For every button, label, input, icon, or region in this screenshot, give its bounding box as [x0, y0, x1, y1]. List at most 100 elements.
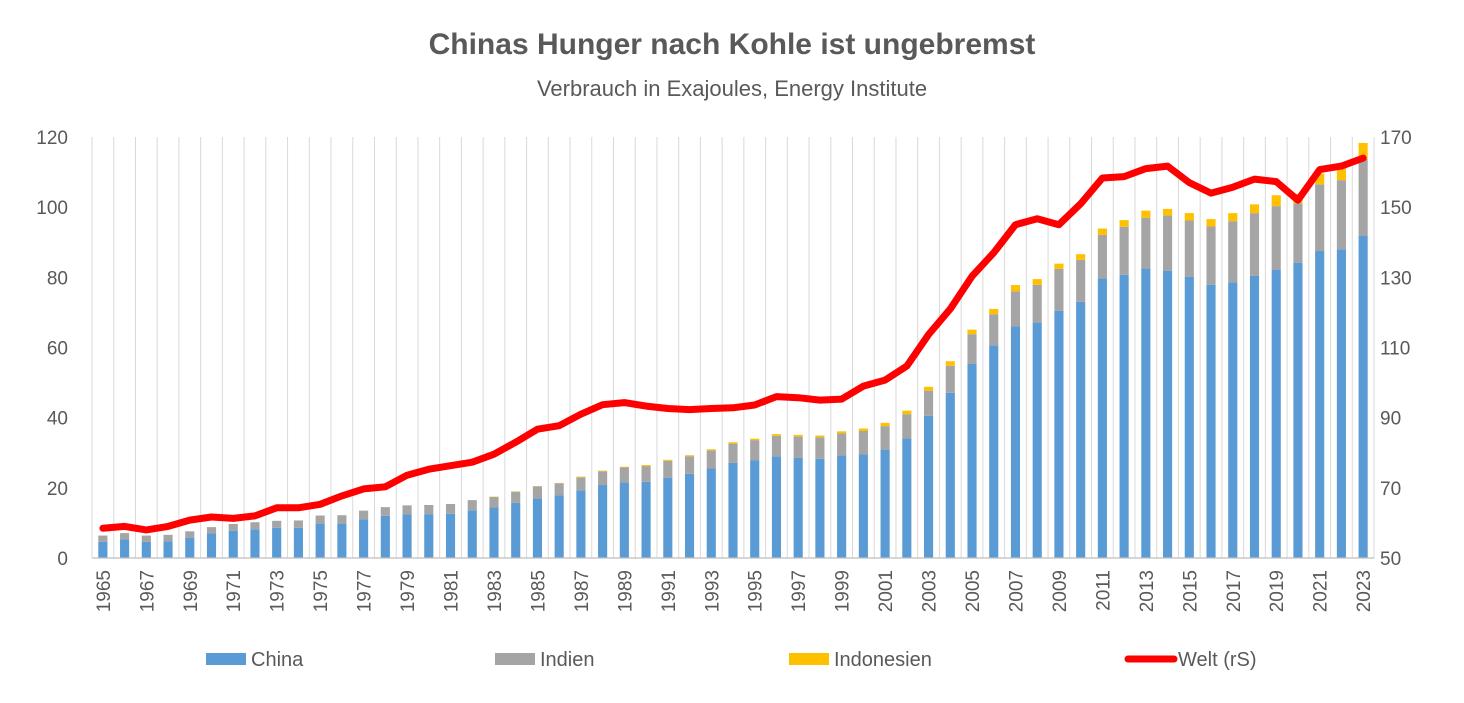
bar-china-1978: [380, 515, 390, 558]
bar-indien-1983: [489, 496, 499, 508]
bar-indonesien-1987: [576, 476, 586, 478]
bar-indien-1978: [380, 507, 390, 516]
bar-indonesien-2010: [1076, 254, 1086, 260]
x-tick-label: 1973: [268, 570, 289, 612]
bar-indien-1985: [532, 486, 543, 499]
bar-indien-1970: [206, 527, 217, 534]
bar-china-2021: [1315, 251, 1325, 559]
x-tick-label: 1969: [181, 570, 202, 612]
bar-china-1993: [706, 468, 716, 558]
grid-lines: [91, 137, 1375, 558]
bar-china-1969: [185, 537, 195, 558]
x-tick-label: 2007: [1006, 570, 1027, 612]
bar-indien-1986: [554, 483, 564, 496]
bar-china-1967: [141, 541, 151, 558]
bar-indonesien-1990: [641, 465, 651, 467]
bar-indien-1975: [315, 515, 325, 524]
bar-indonesien-1988: [598, 470, 608, 472]
bar-china-1982: [467, 510, 477, 558]
bar-indien-1979: [402, 505, 412, 515]
bar-indien-2016: [1206, 226, 1216, 285]
y-right-tick-label: 130: [1380, 268, 1412, 289]
bar-indien-1990: [641, 466, 651, 482]
bar-indonesien-2005: [967, 329, 977, 335]
x-tick-label: 1981: [442, 570, 463, 612]
x-tick-label: 1967: [137, 570, 158, 612]
legend-swatch-indien: [495, 653, 535, 665]
bar-indonesien-2007: [1010, 285, 1021, 292]
bar-indonesien-2014: [1163, 208, 1173, 216]
bar-china-2013: [1141, 268, 1151, 558]
line-series: [99, 154, 1367, 534]
bar-china-2016: [1206, 284, 1216, 558]
bar-china-2015: [1184, 276, 1194, 558]
bar-indonesien-1991: [663, 459, 673, 461]
line-welt: [99, 154, 1367, 534]
bar-indonesien-2001: [880, 422, 890, 427]
x-tick-label: 1997: [789, 570, 810, 612]
bar-indien-1972: [250, 522, 260, 530]
bar-china-1992: [684, 473, 695, 558]
bar-indien-1995: [750, 440, 760, 461]
bar-indien-1997: [793, 436, 803, 458]
bar-indien-1999: [837, 433, 847, 456]
bar-china-1984: [511, 502, 521, 558]
x-tick-label: 2009: [1050, 570, 1071, 612]
chart-title: Chinas Hunger nach Kohle ist ungebremst: [428, 28, 1036, 61]
bar-china-1988: [598, 485, 608, 558]
bar-indonesien-2013: [1141, 210, 1151, 218]
bar-indien-1967: [141, 535, 151, 542]
x-tick-label: 1971: [224, 570, 245, 612]
bar-china-2011: [1097, 278, 1107, 558]
bar-indonesien-2011: [1097, 228, 1107, 235]
bar-indien-1965: [98, 535, 108, 542]
bar-china-2017: [1228, 282, 1238, 558]
y-right-tick-label: 110: [1380, 339, 1410, 360]
y-right-tick-label: 70: [1380, 479, 1401, 500]
chart-subtitle: Verbrauch in Exajoules, Energy Institute: [536, 76, 928, 101]
bar-china-1975: [315, 523, 325, 558]
bar-china-1995: [750, 460, 760, 558]
bar-indien-2012: [1119, 226, 1129, 275]
bar-indonesien-2003: [923, 386, 934, 391]
bar-china-1968: [163, 541, 173, 558]
y-left-tick-label: 60: [47, 339, 68, 360]
bar-indonesien-1992: [684, 455, 695, 457]
bar-china-1972: [250, 529, 260, 558]
bar-china-2019: [1271, 269, 1281, 558]
y-left-tick-label: 0: [57, 549, 68, 570]
bar-china-2007: [1010, 326, 1021, 558]
bar-indien-2011: [1097, 234, 1107, 279]
bar-china-1990: [641, 481, 651, 558]
bar-indien-1971: [228, 523, 238, 531]
axes: 0 20 40 60 80 100 120 50 70 90 110 130 150 170 1965 196…: [36, 128, 1411, 612]
x-tick-label: 1979: [398, 570, 419, 612]
bar-indonesien-1993: [706, 449, 716, 451]
bar-china-1997: [793, 457, 803, 558]
y-left-tick-label: 40: [47, 409, 68, 430]
bar-indonesien-1997: [793, 434, 803, 437]
bar-indien-1966: [120, 533, 130, 540]
x-tick-label: 2001: [876, 570, 897, 612]
bar-indonesien-1996: [771, 434, 782, 436]
bar-china-2001: [880, 449, 890, 558]
bar-china-1999: [837, 455, 847, 558]
bar-indien-1996: [771, 435, 782, 457]
bar-china-1980: [424, 514, 434, 558]
bar-china-2003: [923, 415, 934, 558]
bar-indien-1968: [163, 534, 173, 542]
bar-indonesien-1998: [815, 435, 825, 438]
bar-china-2012: [1119, 274, 1129, 558]
bar-indonesien-2021: [1315, 173, 1325, 185]
bar-indien-2023: [1358, 158, 1368, 236]
bar-indien-2002: [902, 414, 912, 439]
bar-indonesien-2019: [1271, 195, 1281, 207]
bar-indien-1984: [511, 491, 521, 503]
bar-china-2008: [1032, 322, 1042, 558]
bar-indien-1988: [598, 471, 608, 486]
bar-indien-2020: [1293, 203, 1303, 263]
bar-china-1994: [728, 462, 738, 558]
bar-indien-2013: [1141, 217, 1151, 269]
x-tick-label: 1995: [746, 570, 767, 612]
